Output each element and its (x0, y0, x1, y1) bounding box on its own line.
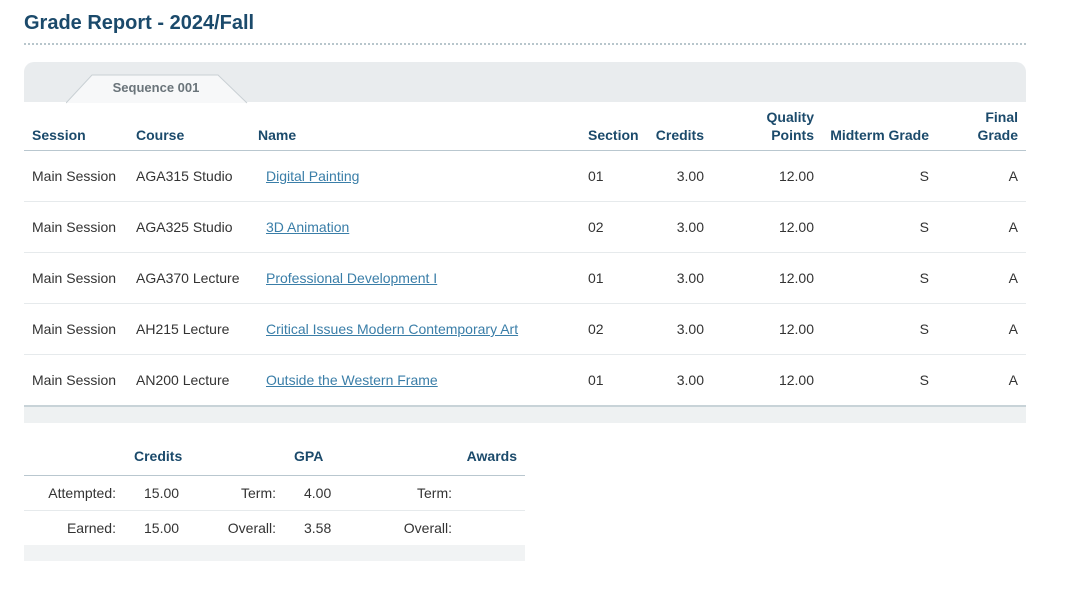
cell: 3D Animation (250, 201, 580, 253)
cell: 3.00 (640, 150, 712, 202)
cell: S (822, 303, 937, 355)
grade-row: Main Session AN200 Lecture Outside the Wes… (24, 354, 1026, 407)
cell: 02 (580, 201, 640, 253)
course-link[interactable]: Outside the Western Frame (266, 371, 438, 388)
summary-table: Credits GPA Awards Attempted: 15.00 Term: 4.0… (24, 436, 525, 547)
course-link[interactable]: Digital Painting (266, 168, 360, 184)
cell: 12.00 (712, 354, 822, 407)
summary-header-cell: Awards (454, 436, 525, 476)
cell: Main Session (24, 354, 128, 407)
summary-header-cell: GPA (284, 436, 354, 476)
cell: AGA370 Lecture (128, 252, 250, 304)
cell: Main Session (24, 303, 128, 355)
cell: 12.00 (712, 303, 822, 355)
cell: AGA325 Studio (128, 201, 250, 253)
cell: 01 (580, 354, 640, 407)
column-header: Name (250, 102, 580, 151)
summary-cell: Attempted: (24, 475, 124, 511)
cell: Professional Development I (250, 252, 580, 304)
course-link[interactable]: 3D Animation (266, 219, 350, 235)
summary-cell: Overall: (354, 510, 454, 547)
cell: Outside the Western Frame (250, 354, 580, 407)
cell: 12.00 (712, 150, 822, 202)
header-row: Session Course Name Section Credits Quality P… (24, 102, 1026, 151)
column-header: Final Grade (937, 102, 1026, 151)
cell: S (822, 354, 937, 407)
grades-table: Session Course Name Section Credits Quality P… (24, 102, 1026, 407)
column-header: Credits (640, 102, 712, 151)
summary-cell: Term: (354, 475, 454, 511)
cell: A (937, 354, 1026, 407)
summary-cell: Overall: (204, 510, 284, 547)
cell: S (822, 252, 937, 304)
page-title: Grade Report - 2024/Fall (24, 12, 255, 34)
cell: 3.00 (640, 201, 712, 253)
tab-shape (66, 74, 248, 104)
summary-header: Credits GPA Awards (24, 436, 525, 476)
cell: 01 (580, 150, 640, 202)
cell: AGA315 Studio (128, 150, 250, 202)
cell: AH215 Lecture (128, 303, 250, 355)
column-header: Session (24, 102, 128, 151)
course-link[interactable]: Professional Development I (266, 270, 438, 286)
spacer (454, 510, 525, 547)
grade-row: Main Session AGA370 Lecture Professional D… (24, 252, 1026, 304)
spacer (354, 436, 454, 476)
cell: Main Session (24, 252, 128, 304)
summary-cell: 4.00 (284, 475, 354, 511)
cell: AN200 Lecture (128, 354, 250, 407)
summary-cell: 15.00 (124, 510, 204, 547)
column-header: Midterm Grade (822, 102, 937, 151)
summary-body: Attempted: 15.00 Term: 4.00 Term: Earned: 15.0… (24, 475, 525, 547)
table-body: Main Session AGA315 Studio Digital Paintin… (24, 150, 1026, 407)
summary-row: Earned: 15.00 Overall: 3.58 Overall: (24, 510, 525, 547)
summary-cell: 15.00 (124, 475, 204, 511)
summary-cell: Term: (204, 475, 284, 511)
cell: Main Session (24, 150, 128, 202)
tab-bar: Sequence 001 (24, 62, 1026, 104)
column-header: Section (580, 102, 640, 151)
spacer (204, 436, 284, 476)
cell: 3.00 (640, 354, 712, 407)
summary-cell: 3.58 (284, 510, 354, 547)
summary-header-cell: Credits (124, 436, 204, 476)
cell: S (822, 201, 937, 253)
cell: Critical Issues Modern Contemporary Art (250, 303, 580, 355)
cell: A (937, 201, 1026, 253)
cell: A (937, 150, 1026, 202)
table-footer (24, 406, 1026, 423)
summary-cell: Earned: (24, 510, 124, 547)
cell: 12.00 (712, 201, 822, 253)
cell: 01 (580, 252, 640, 304)
grade-row: Main Session AH215 Lecture Critical Issues… (24, 303, 1026, 355)
course-link[interactable]: Critical Issues Modern Contemporary Art (266, 321, 519, 337)
cell: 12.00 (712, 252, 822, 304)
grade-row: Main Session AGA315 Studio Digital Paintin… (24, 150, 1026, 202)
cell: S (822, 150, 937, 202)
cell: Main Session (24, 201, 128, 253)
cell: 02 (580, 303, 640, 355)
spacer (24, 436, 124, 476)
dotted-rule (24, 43, 1026, 45)
cell: A (937, 303, 1026, 355)
tab-label[interactable]: Sequence 001 (112, 80, 200, 95)
summary-row: Attempted: 15.00 Term: 4.00 Term: (24, 475, 525, 511)
grades-panel: Sequence 001 Session Course Name Section Cre… (24, 62, 1026, 423)
grade-row: Main Session AGA325 Studio 3D Animation 02 3… (24, 201, 1026, 253)
cell: 3.00 (640, 252, 712, 304)
cell: Digital Painting (250, 150, 580, 202)
column-header: Course (128, 102, 250, 151)
summary-footer (24, 545, 525, 561)
cell: 3.00 (640, 303, 712, 355)
column-header: Quality Points (712, 102, 822, 151)
spacer (454, 475, 525, 511)
cell: A (937, 252, 1026, 304)
